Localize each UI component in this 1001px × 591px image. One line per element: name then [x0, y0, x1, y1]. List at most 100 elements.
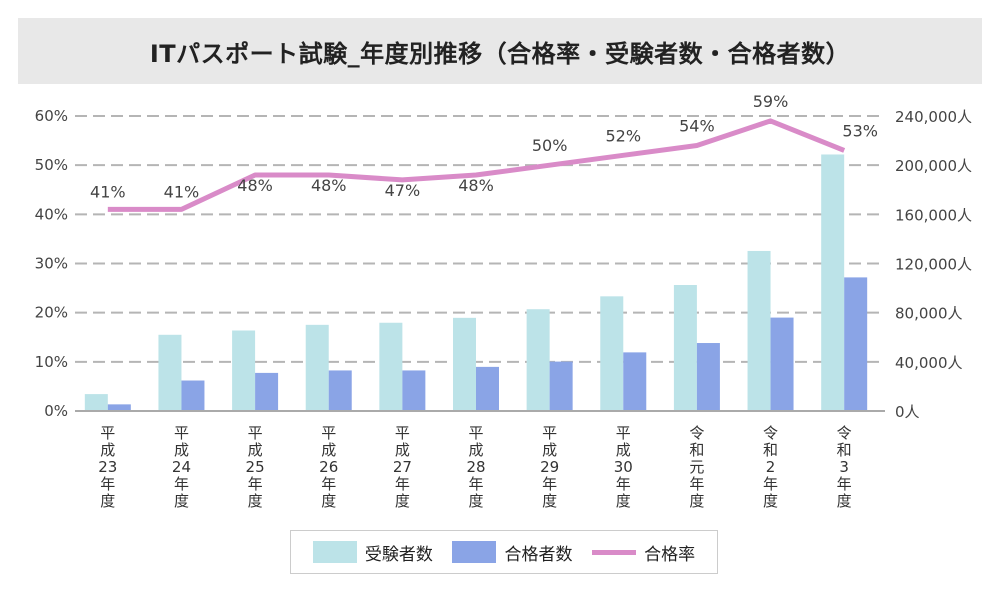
pass-rate-label: 59%	[753, 92, 789, 111]
legend: 受験者数 合格者数 合格率	[290, 530, 718, 574]
chart-title: ITパスポート試験_年度別推移（合格率・受験者数・合格者数）	[149, 39, 851, 68]
legend-label: 合格者数	[504, 544, 573, 565]
category-label: 年	[763, 475, 778, 493]
category-label: 成	[616, 441, 631, 459]
category-label: 成	[100, 441, 115, 459]
legend-swatch	[592, 549, 637, 555]
legend-label: 受験者数	[364, 544, 433, 565]
category-label: 24	[172, 458, 191, 476]
category-label: 度	[468, 492, 483, 510]
left-axis-tick: 60%	[35, 107, 68, 125]
bar-examinees	[232, 330, 256, 411]
bar-passed	[181, 380, 205, 411]
category-label: 平	[100, 424, 115, 442]
bar-passed	[549, 361, 573, 411]
category-label: 年	[837, 475, 852, 493]
pass-rate-label: 48%	[458, 176, 494, 195]
category-label: 平	[616, 424, 631, 442]
bar-passed	[623, 352, 647, 411]
bar-examinees	[453, 317, 476, 411]
pass-rate-label: 54%	[679, 117, 715, 136]
category-label: 3	[839, 458, 849, 476]
bar-examinees	[821, 154, 845, 412]
category-label: 年	[248, 475, 263, 493]
pass-rate-label: 48%	[237, 176, 273, 195]
title-bar: ITパスポート試験_年度別推移（合格率・受験者数・合格者数）	[18, 18, 982, 84]
bar-examinees	[379, 322, 403, 411]
legend-item-examinees: 受験者数	[312, 540, 433, 565]
category-label: 26	[319, 458, 338, 476]
bar-passed	[107, 404, 131, 411]
category-label: 23	[98, 458, 117, 476]
category-label: 度	[248, 492, 263, 510]
category-label: 令	[689, 424, 704, 442]
bar-passed	[770, 317, 794, 411]
category-label: 30	[614, 458, 633, 476]
category-label: 元	[689, 458, 704, 476]
legend-swatch	[452, 541, 497, 563]
legend-item-pass-rate: 合格率	[592, 540, 695, 565]
left-axis-tick: 30%	[35, 255, 68, 273]
category-label: 度	[174, 492, 189, 510]
category-label: 令	[763, 424, 778, 442]
category-label: 成	[395, 441, 410, 459]
category-label: 成	[321, 441, 336, 459]
pass-rate-label: 53%	[842, 121, 878, 140]
category-label: 年	[542, 475, 557, 493]
category-label: 度	[689, 492, 704, 510]
right-axis-tick: 200,000人	[895, 157, 972, 175]
category-label: 年	[321, 475, 336, 493]
category-label: 度	[542, 492, 557, 510]
category-label: 平	[542, 424, 557, 442]
category-label: 令	[837, 424, 852, 442]
bar-examinees	[673, 285, 697, 411]
bar-passed	[476, 366, 499, 411]
category-label: 成	[542, 441, 557, 459]
right-axis-tick: 0人	[895, 403, 920, 421]
right-axis-tick: 80,000人	[895, 305, 963, 323]
bar-examinees	[158, 334, 182, 411]
bar-passed	[402, 370, 426, 411]
category-label: 25	[246, 458, 265, 476]
category-label: 年	[174, 475, 189, 493]
category-label: 平	[468, 424, 483, 442]
left-axis-tick: 20%	[35, 304, 68, 322]
category-label: 度	[321, 492, 336, 510]
category-label: 年	[468, 475, 483, 493]
left-axis-tick: 0%	[44, 402, 68, 420]
pass-rate-line	[107, 118, 846, 212]
category-label: 年	[616, 475, 631, 493]
category-label: 2	[766, 458, 776, 476]
right-axis-tick: 240,000人	[895, 108, 972, 126]
bar-passed	[255, 372, 279, 411]
pass-rate-label: 41%	[90, 182, 126, 201]
category-label: 29	[540, 458, 559, 476]
category-label: 年	[100, 475, 115, 493]
category-label: 27	[393, 458, 412, 476]
bar-passed	[696, 343, 720, 411]
category-label: 平	[248, 424, 263, 442]
category-label: 度	[763, 492, 778, 510]
category-label: 平	[321, 424, 336, 442]
category-label: 年	[395, 475, 410, 493]
category-label: 成	[468, 441, 483, 459]
bar-passed	[844, 277, 868, 411]
category-label: 度	[100, 492, 115, 510]
right-axis-tick: 40,000人	[895, 354, 963, 372]
left-axis-tick: 10%	[35, 353, 68, 371]
category-label: 和	[763, 441, 778, 459]
pass-rate-label: 48%	[311, 176, 347, 195]
left-axis-tick: 40%	[35, 205, 68, 223]
category-label: 28	[466, 458, 485, 476]
category-label: 成	[174, 441, 189, 459]
bar-passed	[328, 370, 352, 411]
bar-examinees	[526, 309, 550, 411]
left-axis-tick: 50%	[35, 156, 68, 174]
pass-rate-label: 52%	[605, 126, 641, 145]
legend-label: 合格率	[644, 544, 696, 565]
category-label: 和	[837, 441, 852, 459]
legend-swatch	[312, 541, 357, 563]
bar-examinees	[305, 324, 329, 411]
